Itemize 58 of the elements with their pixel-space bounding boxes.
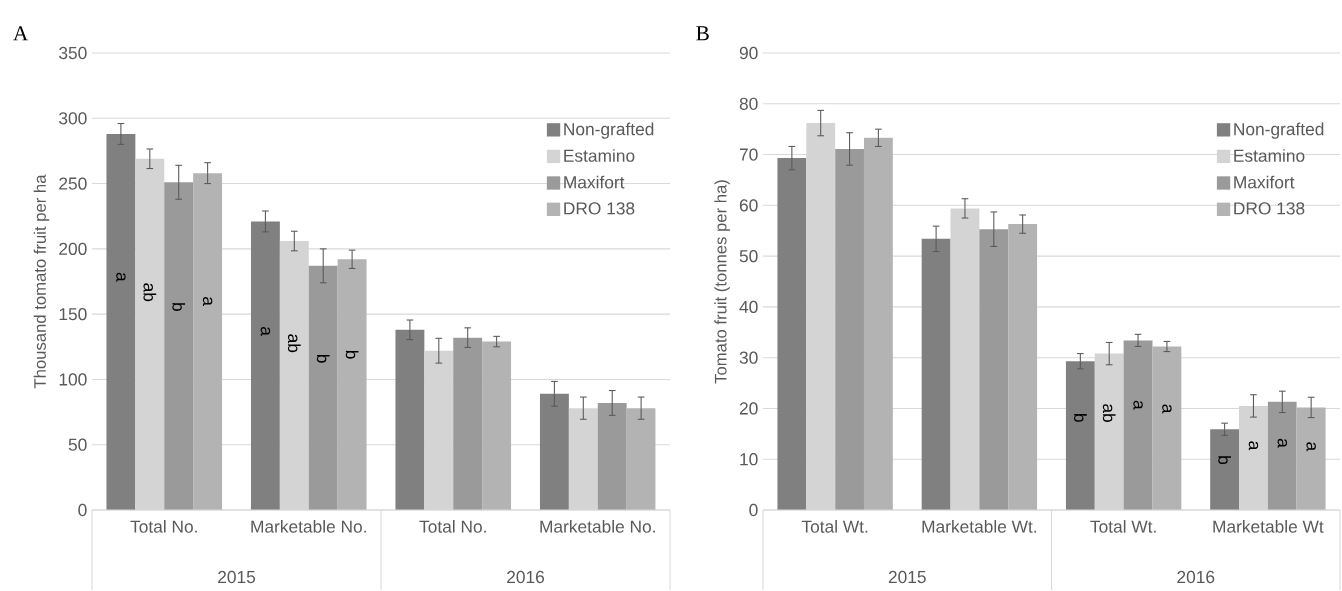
data-label: b bbox=[316, 355, 330, 363]
legend-label: Maxifort bbox=[1234, 175, 1295, 189]
y-tick-label: 150 bbox=[59, 308, 87, 321]
data-label: ab bbox=[287, 334, 301, 353]
y-tick-label: 80 bbox=[739, 97, 758, 111]
legend-label: Non-grafted bbox=[564, 122, 654, 139]
data-label: a bbox=[1306, 442, 1316, 452]
data-label: b bbox=[345, 351, 359, 359]
y-tick-label: 200 bbox=[59, 242, 87, 256]
x-tick-label: Marketable No. bbox=[251, 520, 366, 533]
x-tick-label: Total No. bbox=[419, 520, 486, 533]
data-label: a bbox=[1133, 401, 1143, 410]
y-tick-label: 90 bbox=[739, 47, 758, 60]
y-tick-label: 40 bbox=[739, 300, 758, 314]
data-label: a bbox=[1277, 439, 1288, 448]
data-label: ab bbox=[1102, 404, 1116, 423]
legend-label: Estamino bbox=[1234, 149, 1305, 163]
y-axis-title: Tomato fruit (tonnes per ha) bbox=[714, 180, 730, 384]
y-tick-label: 70 bbox=[739, 148, 758, 161]
x-tick-label: Total Wt. bbox=[801, 520, 868, 533]
x-tick-label: Marketable Wt bbox=[1213, 520, 1324, 533]
data-label: b bbox=[1073, 414, 1087, 423]
data-label: b bbox=[1218, 456, 1231, 465]
y-tick-label: 250 bbox=[59, 177, 87, 190]
data-label: a bbox=[1248, 441, 1259, 451]
text: 2016 bbox=[1177, 571, 1215, 584]
legend-label: Maxifort bbox=[564, 175, 625, 189]
y-tick-label: 60 bbox=[739, 199, 758, 212]
chart-title: A bbox=[13, 26, 29, 41]
text: 2016 bbox=[507, 571, 545, 584]
y-tick-label: 50 bbox=[68, 438, 87, 452]
data-label: ab bbox=[143, 283, 157, 302]
y-tick-label: 0 bbox=[78, 504, 87, 517]
text: 2015 bbox=[218, 571, 256, 584]
data-label: b bbox=[172, 303, 186, 312]
legend-label: DRO 138 bbox=[1234, 202, 1305, 215]
y-tick-label: 50 bbox=[739, 250, 758, 263]
chart-title: B bbox=[696, 26, 709, 41]
y-tick-label: 10 bbox=[740, 453, 758, 466]
y-tick-label: 100 bbox=[59, 373, 87, 386]
legend-label: Non-grafted bbox=[1234, 122, 1324, 139]
legend-label: DRO 138 bbox=[564, 202, 635, 215]
y-tick-label: 20 bbox=[739, 402, 758, 415]
y-tick-label: 300 bbox=[59, 112, 87, 125]
x-tick-label: Marketable Wt. bbox=[922, 520, 1037, 533]
data-label: a bbox=[202, 297, 213, 307]
y-axis-title: Thousand tomato fruit per ha bbox=[33, 174, 50, 389]
data-label: a bbox=[1162, 404, 1172, 414]
text: 2015 bbox=[888, 571, 926, 584]
x-tick-label: Total Wt. bbox=[1090, 520, 1156, 533]
x-tick-label: Marketable No. bbox=[540, 520, 655, 533]
y-tick-label: 350 bbox=[59, 47, 87, 60]
y-tick-label: 30 bbox=[739, 351, 758, 365]
legend-label: Estamino bbox=[564, 149, 635, 163]
y-tick-label: 0 bbox=[749, 504, 758, 517]
data-label: a bbox=[260, 327, 271, 337]
data-label: a bbox=[116, 273, 126, 282]
x-tick-label: Total No. bbox=[130, 520, 197, 533]
